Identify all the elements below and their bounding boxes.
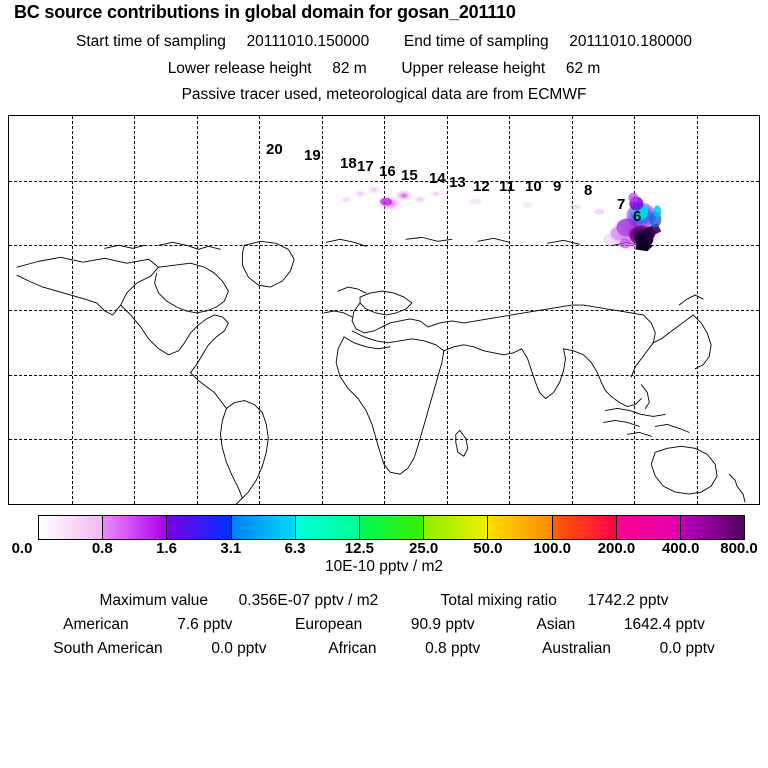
lower-release-label: Lower release height	[167, 60, 312, 77]
colorbar-tick-0-8: 0.8	[91, 540, 113, 557]
region-european-value: 90.9 pptv	[410, 616, 475, 633]
trajectory-hour-label: 16	[379, 163, 396, 180]
trajectory-hour-label: 9	[553, 178, 562, 195]
colorbar-tick-labels: 0.0 0.8 1.6 3.1 6.3 12.5 25.0 50.0 100.0 200.0 400…	[0, 540, 768, 560]
grid-line-latitude	[9, 374, 759, 376]
region-american-value: 7.6 pptv	[177, 616, 233, 633]
max-value-label: Maximum value	[99, 592, 209, 609]
colorbar-segment-9	[616, 516, 681, 539]
upper-release-label: Upper release height	[401, 60, 546, 77]
colorbar-tick-100-0: 100.0	[533, 540, 571, 557]
colorbar-tick-3-1: 3.1	[220, 540, 242, 557]
colorbar-tick-0-0: 0.0	[11, 540, 33, 557]
colorbar	[38, 515, 745, 540]
trajectory-hour-label: 17	[357, 158, 374, 175]
trajectory-hour-label: 7	[617, 196, 626, 213]
trajectory-hour-label: 8	[584, 182, 593, 199]
colorbar-tick-1-6: 1.6	[156, 540, 177, 557]
colorbar-segment-1	[103, 516, 168, 539]
map-panel: 20 19 18 17 16 15 14 13 12 11 10 9 8 7 6	[8, 115, 760, 505]
trajectory-hour-label: 15	[401, 167, 418, 184]
region-australian-value: 0.0 pptv	[659, 640, 715, 657]
trajectory-hour-label: 19	[304, 147, 321, 164]
region-asian-label: Asian	[536, 616, 576, 633]
colorbar-segment-0	[39, 516, 104, 539]
region-row-2: South American 0.0 pptv African 0.8 pptv…	[0, 640, 768, 658]
start-time-value: 20111010.150000	[246, 33, 370, 50]
trajectory-hour-label: 18	[340, 155, 357, 172]
colorbar-segment-8	[552, 516, 617, 539]
colorbar-segment-4	[295, 516, 360, 539]
trajectory-hour-label: 14	[429, 170, 446, 187]
trajectory-hour-label: 20	[266, 141, 283, 158]
release-height-row: Lower release height 82 m Upper release …	[0, 60, 768, 78]
grid-line-latitude	[9, 245, 759, 247]
region-african-value: 0.8 pptv	[425, 640, 481, 657]
colorbar-tick-25-0: 25.0	[409, 540, 439, 557]
trajectory-hour-label: 13	[449, 174, 466, 191]
colorbar-segment-10	[680, 516, 745, 539]
meteo-note: Passive tracer used, meteorological data…	[181, 86, 587, 103]
trajectory-hour-label: 10	[525, 178, 542, 195]
region-american-label: American	[63, 616, 129, 633]
grid-line-latitude	[9, 180, 759, 182]
region-australian-label: Australian	[542, 640, 611, 657]
max-value-value: 0.356E-07 pptv / m2	[238, 592, 379, 609]
region-south-american-value: 0.0 pptv	[211, 640, 267, 657]
colorbar-tick-12-5: 12.5	[344, 540, 374, 557]
region-asian-value: 1642.4 pptv	[623, 616, 705, 633]
grid-line-latitude	[9, 439, 759, 441]
region-european-label: European	[295, 616, 363, 633]
grid-line-latitude	[9, 310, 759, 311]
colorbar-segment-2	[167, 516, 232, 539]
colorbar-segment-6	[424, 516, 489, 539]
max-value-row: Maximum value 0.356E-07 pptv / m2 Total …	[0, 592, 768, 610]
region-south-american-label: South American	[53, 640, 163, 657]
colorbar-tick-800-0: 800.0	[720, 540, 758, 557]
region-african-label: African	[328, 640, 377, 657]
colorbar-tick-6-3: 6.3	[284, 540, 306, 557]
end-time-label: End time of sampling	[403, 33, 549, 50]
colorbar-tick-400-0: 400.0	[661, 540, 700, 557]
page-title: BC source contributions in global domain…	[14, 2, 516, 22]
colorbar-tick-200-0: 200.0	[597, 540, 636, 557]
trajectory-hour-label: 6	[633, 208, 642, 225]
end-time-value: 20111010.180000	[569, 33, 692, 50]
region-row-1: American 7.6 pptv European 90.9 pptv Asi…	[0, 616, 768, 634]
colorbar-unit-label: 10E-10 pptv / m2	[324, 558, 444, 575]
upper-release-value: 62 m	[565, 60, 601, 77]
trajectory-hour-label: 11	[499, 178, 515, 195]
lower-release-value: 82 m	[332, 60, 367, 77]
colorbar-segment-3	[231, 516, 296, 539]
sampling-time-row: Start time of sampling 20111010.150000 E…	[0, 33, 768, 51]
colorbar-tick-50-0: 50.0	[473, 540, 503, 557]
colorbar-segment-5	[359, 516, 425, 539]
coastline-layer	[16, 236, 746, 504]
colorbar-segment-7	[488, 516, 553, 539]
trajectory-hour-label: 12	[473, 178, 490, 195]
total-mixing-ratio-value: 1742.2 pptv	[587, 592, 669, 609]
total-mixing-ratio-label: Total mixing ratio	[440, 592, 557, 609]
start-time-label: Start time of sampling	[76, 33, 226, 50]
plume-layer	[340, 184, 662, 253]
